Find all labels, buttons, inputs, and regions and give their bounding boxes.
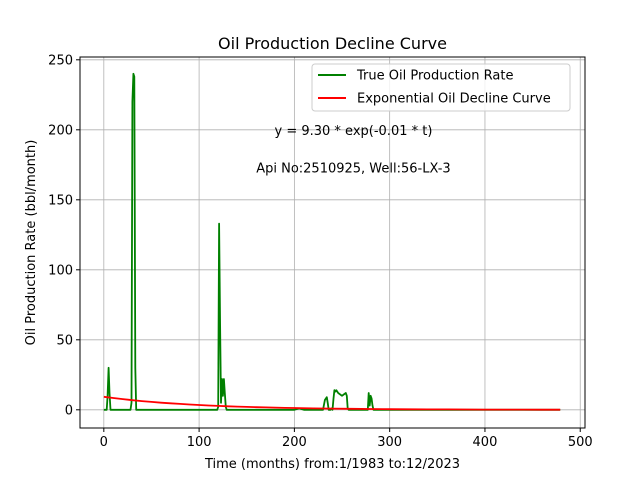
y-tick-label-50: 50 bbox=[56, 333, 73, 348]
grid-layer bbox=[80, 57, 585, 428]
plot-frame bbox=[79, 56, 586, 429]
y-tick-label-150: 150 bbox=[48, 193, 73, 208]
chart-title: Oil Production Decline Curve bbox=[218, 34, 447, 53]
y-tick-label-250: 250 bbox=[48, 53, 73, 68]
exponential-decline-line bbox=[103, 395, 561, 411]
y-tick-label-200: 200 bbox=[48, 123, 73, 138]
x-axis-label: Time (months) from:1/1983 to:12/2023 bbox=[204, 457, 460, 472]
x-tick-label-400: 400 bbox=[473, 435, 498, 450]
legend-box bbox=[311, 63, 571, 112]
x-tick-label-500: 500 bbox=[568, 435, 593, 450]
y-tick-label-100: 100 bbox=[48, 263, 73, 278]
legend: True Oil Production Rate Exponential Oil… bbox=[311, 63, 571, 112]
legend-label-true-rate: True Oil Production Rate bbox=[356, 69, 513, 84]
legend-label-exponential: Exponential Oil Decline Curve bbox=[357, 92, 551, 107]
tick-layer: 0 100 200 300 400 500 0 50 100 150 200 250 bbox=[48, 53, 592, 450]
x-tick-label-0: 0 bbox=[100, 435, 108, 450]
y-tick-label-0: 0 bbox=[65, 403, 73, 418]
x-tick-label-300: 300 bbox=[377, 435, 402, 450]
x-tick-label-200: 200 bbox=[282, 435, 307, 450]
x-tick-label-100: 100 bbox=[187, 435, 212, 450]
annotation-well: Api No:2510925, Well:56-LX-3 bbox=[256, 162, 451, 177]
series-layer bbox=[103, 72, 561, 411]
y-axis-label: Oil Production Rate (bbl/month) bbox=[24, 140, 39, 346]
annotation-equation: y = 9.30 * exp(-0.01 * t) bbox=[275, 124, 433, 139]
